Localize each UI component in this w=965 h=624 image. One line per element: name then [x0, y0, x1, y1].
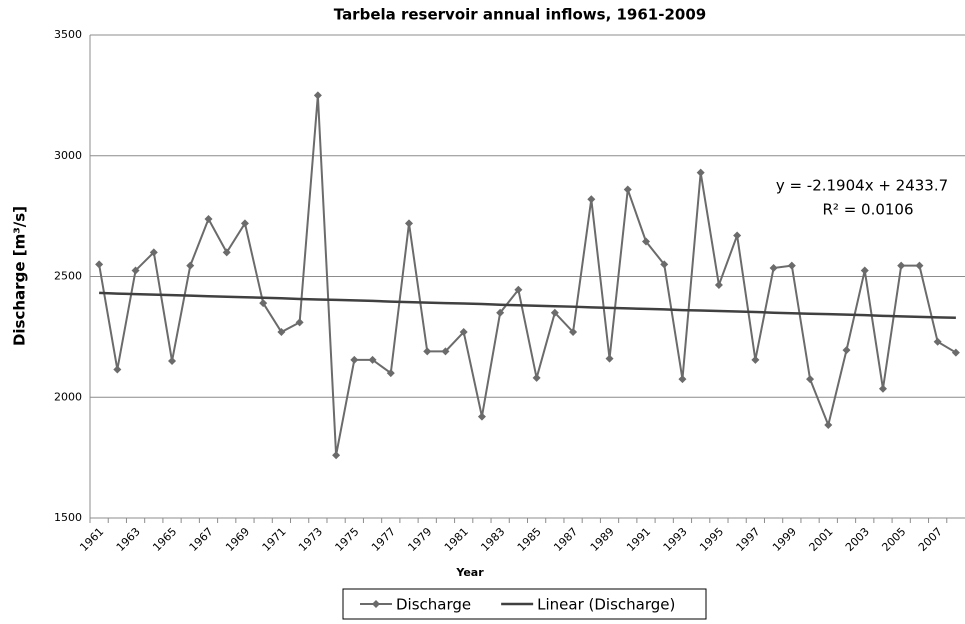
- marker: [678, 375, 687, 384]
- marker: [769, 264, 778, 273]
- x-tick-label: 2005: [879, 525, 908, 554]
- marker: [131, 266, 140, 275]
- x-tick-label: 1995: [697, 525, 726, 554]
- marker: [95, 260, 104, 269]
- marker: [860, 266, 869, 275]
- marker: [332, 451, 341, 460]
- chart-title: Tarbela reservoir annual inflows, 1961-2…: [334, 6, 706, 24]
- y-tick-label: 1500: [54, 511, 82, 524]
- marker: [423, 347, 432, 356]
- y-tick-label: 3000: [54, 149, 82, 162]
- marker: [222, 248, 231, 257]
- legend-marker: [372, 600, 380, 608]
- x-tick-label: 1991: [624, 525, 653, 554]
- marker: [477, 412, 486, 421]
- x-tick-label: 1981: [442, 525, 471, 554]
- trend-equation: y = -2.1904x + 2433.7: [776, 177, 948, 195]
- marker: [277, 328, 286, 337]
- marker: [660, 260, 669, 269]
- marker: [532, 373, 541, 382]
- x-tick-label: 1975: [333, 525, 362, 554]
- marker: [386, 369, 395, 378]
- x-tick-label: 1961: [77, 525, 106, 554]
- data-line: [98, 95, 957, 456]
- x-tick-label: 1987: [551, 525, 580, 554]
- marker: [186, 261, 195, 270]
- x-tick-label: 1989: [588, 525, 617, 554]
- x-tick-label: 1967: [187, 525, 216, 554]
- x-tick-label: 1983: [478, 525, 507, 554]
- legend-label: Discharge: [396, 596, 471, 614]
- marker: [514, 285, 523, 294]
- marker: [587, 195, 596, 204]
- x-tick-label: 1969: [223, 525, 252, 554]
- marker: [496, 308, 505, 317]
- x-tick-label: 1997: [734, 525, 763, 554]
- x-tick-label: 1965: [150, 525, 179, 554]
- y-tick-label: 2500: [54, 270, 82, 283]
- marker: [441, 347, 450, 356]
- marker: [569, 328, 578, 337]
- marker: [897, 261, 906, 270]
- marker: [405, 219, 414, 228]
- marker: [204, 215, 213, 224]
- x-tick-label: 1977: [369, 525, 398, 554]
- y-tick-label: 2000: [54, 390, 82, 403]
- marker: [806, 375, 815, 384]
- r-squared: R² = 0.0106: [822, 201, 913, 219]
- marker: [149, 248, 158, 257]
- marker: [878, 384, 887, 393]
- marker: [623, 185, 632, 194]
- marker: [824, 421, 833, 430]
- marker: [295, 318, 304, 327]
- marker: [787, 261, 796, 270]
- marker: [168, 357, 177, 366]
- x-tick-label: 1971: [260, 525, 289, 554]
- x-tick-label: 1985: [515, 525, 544, 554]
- marker: [368, 355, 377, 364]
- y-axis-title: Discharge [m³/s]: [11, 206, 29, 346]
- trend-line: [99, 291, 956, 320]
- x-axis-title: Year: [455, 566, 484, 579]
- marker: [313, 91, 322, 100]
- legend-label: Linear (Discharge): [537, 596, 675, 614]
- marker: [842, 346, 851, 355]
- x-tick-label: 1973: [296, 525, 325, 554]
- marker: [259, 299, 268, 308]
- marker: [550, 308, 559, 317]
- marker: [696, 168, 705, 177]
- y-tick-label: 3500: [54, 28, 82, 41]
- marker: [751, 355, 760, 364]
- x-tick-label: 2007: [916, 525, 945, 554]
- marker: [915, 261, 924, 270]
- marker: [605, 354, 614, 363]
- x-tick-label: 2003: [843, 525, 872, 554]
- x-tick-label: 1979: [405, 525, 434, 554]
- marker: [951, 348, 960, 357]
- marker: [641, 237, 650, 246]
- marker: [459, 328, 468, 337]
- marker: [714, 280, 723, 289]
- marker: [113, 365, 122, 374]
- x-tick-label: 1963: [114, 525, 143, 554]
- marker: [733, 231, 742, 240]
- x-tick-label: 1999: [770, 525, 799, 554]
- marker: [240, 219, 249, 228]
- marker: [933, 337, 942, 346]
- x-tick-label: 2001: [807, 525, 836, 554]
- x-tick-label: 1993: [661, 525, 690, 554]
- marker: [350, 355, 359, 364]
